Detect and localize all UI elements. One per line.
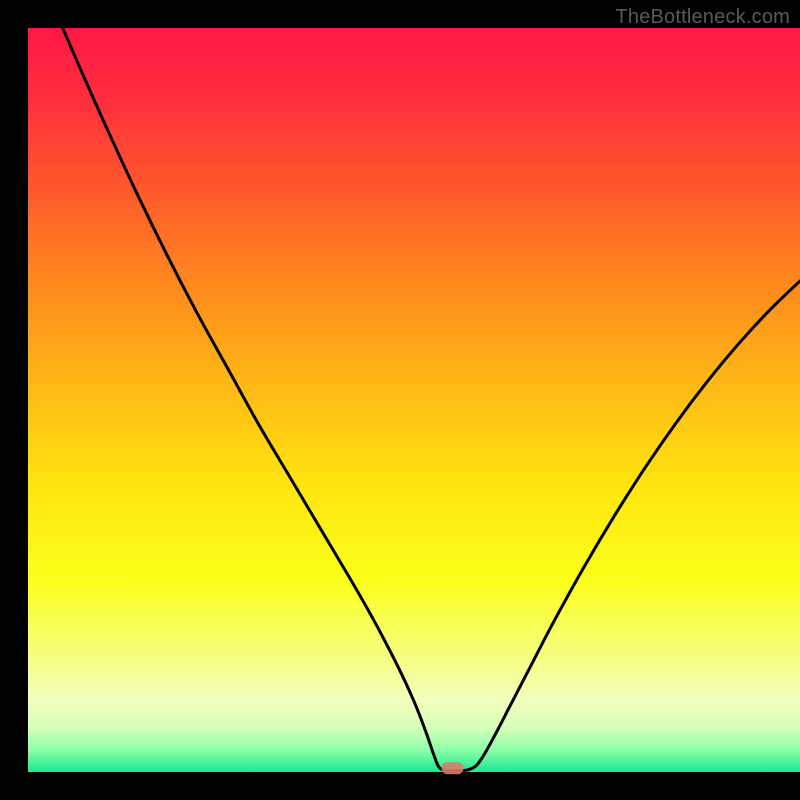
chart-container: TheBottleneck.com [0, 0, 800, 800]
optimum-marker [442, 762, 464, 774]
bottleneck-chart [0, 0, 800, 800]
plot-background [28, 28, 800, 772]
watermark-label: TheBottleneck.com [615, 6, 790, 29]
